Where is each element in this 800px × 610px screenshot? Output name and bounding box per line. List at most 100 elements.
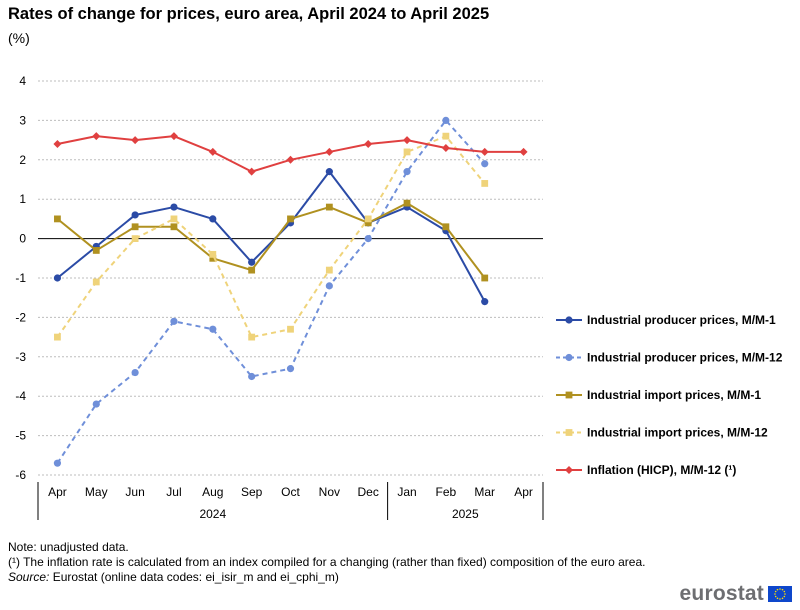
chart-title: Rates of change for prices, euro area, A… (8, 5, 490, 23)
legend-label: Inflation (HICP), M/M-12 (¹) (587, 463, 736, 477)
year-label: 2025 (452, 507, 479, 521)
data-point (131, 223, 139, 231)
data-point (364, 215, 372, 223)
data-point (325, 168, 333, 176)
data-point (325, 203, 333, 211)
data-point (53, 140, 62, 149)
data-point (248, 333, 256, 341)
data-point (209, 325, 217, 333)
y-tick-label: 4 (19, 74, 26, 88)
data-point (364, 235, 372, 243)
data-point (170, 317, 178, 325)
chart-subtitle: (%) (8, 30, 30, 46)
eu-flag-icon (768, 586, 792, 602)
data-point (325, 147, 334, 156)
x-tick-label: Mar (474, 485, 495, 499)
data-point (131, 235, 139, 242)
eurostat-logo-text: eurostat (679, 582, 764, 605)
data-point (131, 136, 140, 145)
data-point (403, 136, 412, 145)
flag-star (779, 588, 781, 590)
y-tick-label: -3 (15, 350, 26, 364)
series-line (56, 135, 486, 339)
data-point (92, 278, 100, 286)
series-line (56, 170, 486, 303)
data-point (519, 147, 528, 156)
x-tick-label: Jan (397, 485, 416, 499)
note-inflation: (¹) The inflation rate is calculated fro… (8, 555, 646, 569)
flag-star (784, 593, 786, 595)
x-tick-label: Dec (358, 485, 379, 499)
year-label: 2024 (199, 507, 226, 521)
flag-star (783, 595, 786, 598)
data-point (481, 180, 489, 187)
data-point (53, 459, 62, 467)
flag-star (774, 593, 776, 595)
data-point (208, 147, 217, 156)
x-tick-label: Jul (166, 485, 181, 499)
data-point (481, 274, 489, 282)
x-tick-label: Oct (281, 485, 300, 499)
legend-label: Industrial import prices, M/M-12 (587, 426, 768, 440)
legend-label: Industrial import prices, M/M-1 (587, 388, 761, 402)
flag-star (776, 588, 779, 591)
data-point (131, 211, 139, 219)
data-point (170, 203, 178, 211)
legend-marker (565, 353, 573, 362)
flag-star (774, 595, 777, 598)
flag-star (781, 597, 784, 600)
data-point (92, 247, 100, 254)
x-tick-label: Apr (514, 485, 533, 499)
data-point (481, 160, 489, 168)
x-tick-label: Feb (436, 485, 457, 499)
data-point (441, 143, 450, 152)
data-point (209, 215, 217, 223)
data-point (247, 167, 256, 176)
flag-background (768, 586, 792, 602)
data-point (54, 215, 61, 223)
x-tick-label: May (85, 485, 108, 499)
y-tick-label: -5 (15, 429, 26, 443)
x-tick-label: Nov (319, 485, 340, 499)
source-label: Source: (8, 570, 50, 584)
series-line (57, 135, 524, 173)
y-tick-label: 1 (19, 192, 26, 206)
source-line: Source: Eurostat (online data codes: ei_… (8, 570, 668, 585)
series-line (56, 119, 486, 464)
data-point (170, 215, 178, 223)
data-point (442, 223, 450, 231)
y-tick-label: -1 (15, 271, 26, 285)
note-unadjusted: Note: unadjusted data. (8, 540, 129, 554)
flag-star (779, 598, 781, 600)
data-point (248, 258, 256, 266)
data-point (442, 116, 450, 124)
legend-marker (565, 391, 573, 399)
data-point (403, 168, 411, 176)
data-point (481, 298, 489, 306)
legend-marker (565, 316, 573, 324)
data-point (170, 223, 178, 231)
data-point (286, 365, 295, 373)
data-point (287, 325, 294, 333)
y-tick-label: -6 (15, 468, 26, 482)
legend-marker (565, 429, 573, 436)
data-point (325, 282, 333, 290)
data-point (169, 132, 178, 141)
data-point (364, 219, 372, 227)
eurostat-logo: eurostat (680, 582, 792, 606)
data-point (286, 155, 295, 164)
y-tick-label: -2 (15, 310, 26, 324)
legend-label: Industrial producer prices, M/M-1 (587, 313, 776, 327)
data-point (364, 140, 373, 149)
flag-star (783, 590, 786, 593)
data-point (248, 372, 256, 381)
y-tick-label: 2 (19, 153, 26, 167)
series-line (56, 202, 486, 279)
footnotes: Note: unadjusted data. (¹) The inflation… (8, 540, 668, 585)
data-point (480, 147, 489, 156)
x-tick-label: Jun (125, 485, 144, 499)
data-point (248, 266, 256, 274)
data-point (92, 132, 101, 141)
legend-marker (565, 466, 573, 474)
line-chart: 4 3 2 1 0 -1 -2 -3 -4 -5 -6 Apr May Jun Jul Aug Sep Oct No… (15, 74, 782, 521)
